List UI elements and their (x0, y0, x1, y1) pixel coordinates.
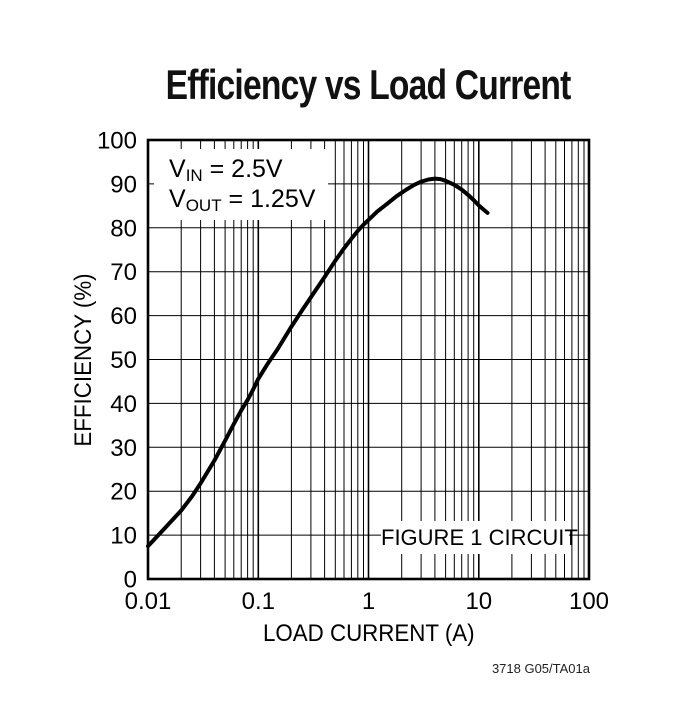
vout-condition: VOUT = 1.25V (169, 184, 315, 214)
x-tick-label: 100 (569, 588, 609, 615)
conditions-annotation: VIN = 2.5V VOUT = 1.25V (154, 149, 329, 220)
y-tick-label: 30 (110, 435, 137, 462)
y-tick-label: 90 (110, 171, 137, 198)
figure-circuit-label: FIGURE 1 CIRCUIT (381, 521, 578, 554)
y-tick-label: 10 (110, 523, 137, 550)
vout-value: = 1.25V (221, 185, 316, 213)
y-tick-label: 50 (110, 347, 137, 374)
chart-title-text: Efficiency vs Load Current (166, 61, 572, 108)
x-axis-title-text: LOAD CURRENT (A) (262, 620, 475, 647)
vin-symbol: V (169, 155, 186, 183)
efficiency-curve (146, 176, 490, 549)
y-tick-label: 0 (124, 567, 137, 594)
vin-value: = 2.5V (202, 155, 283, 183)
vout-subscript: OUT (185, 196, 222, 215)
x-tick-label: 0.1 (242, 588, 275, 615)
y-axis-title: EFFICIENCY (%) (70, 273, 97, 447)
x-tick-label: 0.01 (125, 588, 172, 615)
y-tick-label: 20 (110, 479, 137, 506)
vin-condition: VIN = 2.5V (169, 154, 315, 184)
vin-subscript: IN (185, 166, 203, 185)
chart-title: Efficiency vs Load Current (148, 61, 589, 109)
y-tick-label: 100 (97, 128, 137, 155)
x-tick-label: 1 (362, 588, 375, 615)
y-tick-label: 60 (110, 303, 137, 330)
x-axis-title: LOAD CURRENT (A) (148, 620, 589, 648)
vout-symbol: V (169, 185, 186, 213)
x-tick-label: 10 (465, 588, 492, 615)
y-tick-label: 70 (110, 259, 137, 286)
plot-border (146, 138, 591, 581)
y-tick-label: 40 (110, 391, 137, 418)
part-number-watermark: 3718 G05/TA01a (491, 661, 590, 676)
y-tick-label: 80 (110, 215, 137, 242)
